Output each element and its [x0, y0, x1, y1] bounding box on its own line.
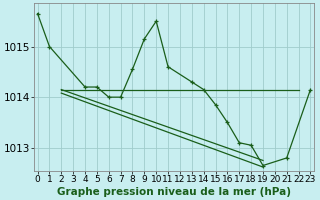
X-axis label: Graphe pression niveau de la mer (hPa): Graphe pression niveau de la mer (hPa) [57, 187, 291, 197]
